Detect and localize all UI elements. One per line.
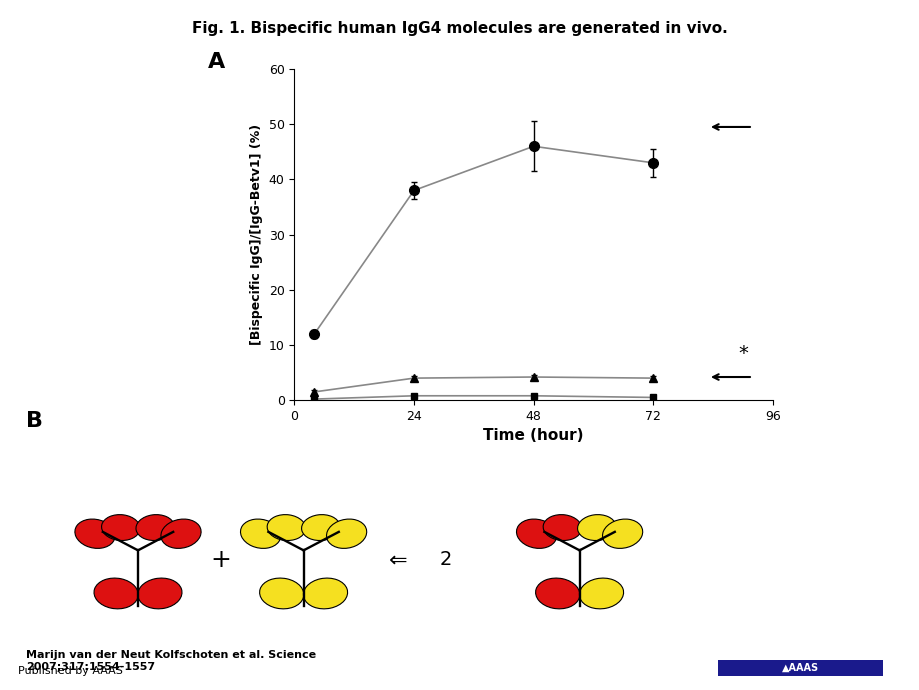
Text: *: * <box>737 344 747 363</box>
Bar <box>717 660 882 676</box>
Ellipse shape <box>577 515 616 540</box>
Text: Marijn van der Neut Kolfschoten et al. Science
2007;317:1554-1557: Marijn van der Neut Kolfschoten et al. S… <box>26 650 315 672</box>
Ellipse shape <box>326 519 367 549</box>
Ellipse shape <box>542 515 581 540</box>
Ellipse shape <box>240 519 280 549</box>
Ellipse shape <box>267 515 305 540</box>
Ellipse shape <box>94 578 138 609</box>
Ellipse shape <box>101 515 140 540</box>
Ellipse shape <box>74 519 115 549</box>
Text: Published by AAAS: Published by AAAS <box>18 667 123 676</box>
Ellipse shape <box>161 519 201 549</box>
Text: Fig. 1. Bispecific human IgG4 molecules are generated in vivo.: Fig. 1. Bispecific human IgG4 molecules … <box>192 21 727 36</box>
Text: $\Leftarrow$: $\Leftarrow$ <box>383 550 407 569</box>
Ellipse shape <box>535 578 579 609</box>
Text: ▲AAAS: ▲AAAS <box>781 663 818 673</box>
Y-axis label: [Bispecific IgG]/[IgG-Betv1] (%): [Bispecific IgG]/[IgG-Betv1] (%) <box>250 124 263 345</box>
Ellipse shape <box>301 515 340 540</box>
Text: A: A <box>208 52 225 72</box>
Ellipse shape <box>516 519 556 549</box>
Text: +: + <box>210 548 231 571</box>
Text: Science: Science <box>757 626 842 644</box>
Ellipse shape <box>303 578 347 609</box>
Text: 2: 2 <box>439 550 452 569</box>
Ellipse shape <box>579 578 623 609</box>
Ellipse shape <box>602 519 642 549</box>
Text: B: B <box>26 411 42 431</box>
Ellipse shape <box>138 578 182 609</box>
Ellipse shape <box>136 515 175 540</box>
X-axis label: Time (hour): Time (hour) <box>482 428 584 444</box>
Ellipse shape <box>259 578 303 609</box>
